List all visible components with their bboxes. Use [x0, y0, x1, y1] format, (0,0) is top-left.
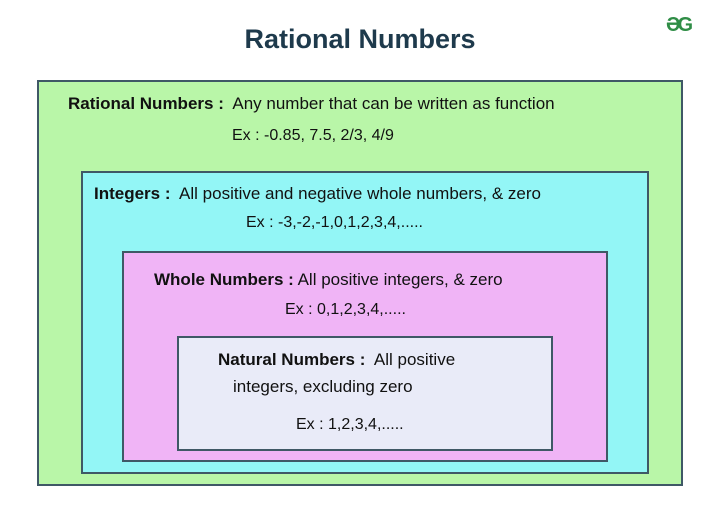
whole-heading: Whole Numbers : All positive integers, &… — [154, 270, 503, 290]
rational-description: Any number that can be written as functi… — [232, 94, 555, 113]
natural-label: Natural Numbers : — [218, 350, 366, 369]
integers-example: Ex : -3,-2,-1,0,1,2,3,4,..... — [246, 214, 423, 231]
rational-heading: Rational Numbers : Any number that can b… — [68, 94, 555, 114]
gfg-logo: ƏG — [666, 14, 693, 36]
natural-description-2: integers, excluding zero — [233, 377, 413, 396]
natural-example: Ex : 1,2,3,4,..... — [296, 416, 404, 433]
natural-description: All positive — [373, 350, 456, 369]
natural-numbers-box — [177, 336, 553, 451]
rational-example: Ex : -0.85, 7.5, 2/3, 4/9 — [232, 127, 394, 144]
integers-description: All positive and negative whole numbers,… — [179, 184, 541, 203]
natural-heading: Natural Numbers : All positive — [218, 350, 455, 370]
whole-description: All positive integers, & zero — [297, 270, 503, 289]
integers-label: Integers : — [94, 184, 171, 203]
rational-label: Rational Numbers : — [68, 94, 224, 113]
integers-heading: Integers : All positive and negative who… — [94, 184, 541, 204]
whole-example: Ex : 0,1,2,3,4,..... — [285, 301, 406, 318]
whole-label: Whole Numbers : — [154, 270, 294, 289]
diagram-title: Rational Numbers — [244, 24, 476, 54]
